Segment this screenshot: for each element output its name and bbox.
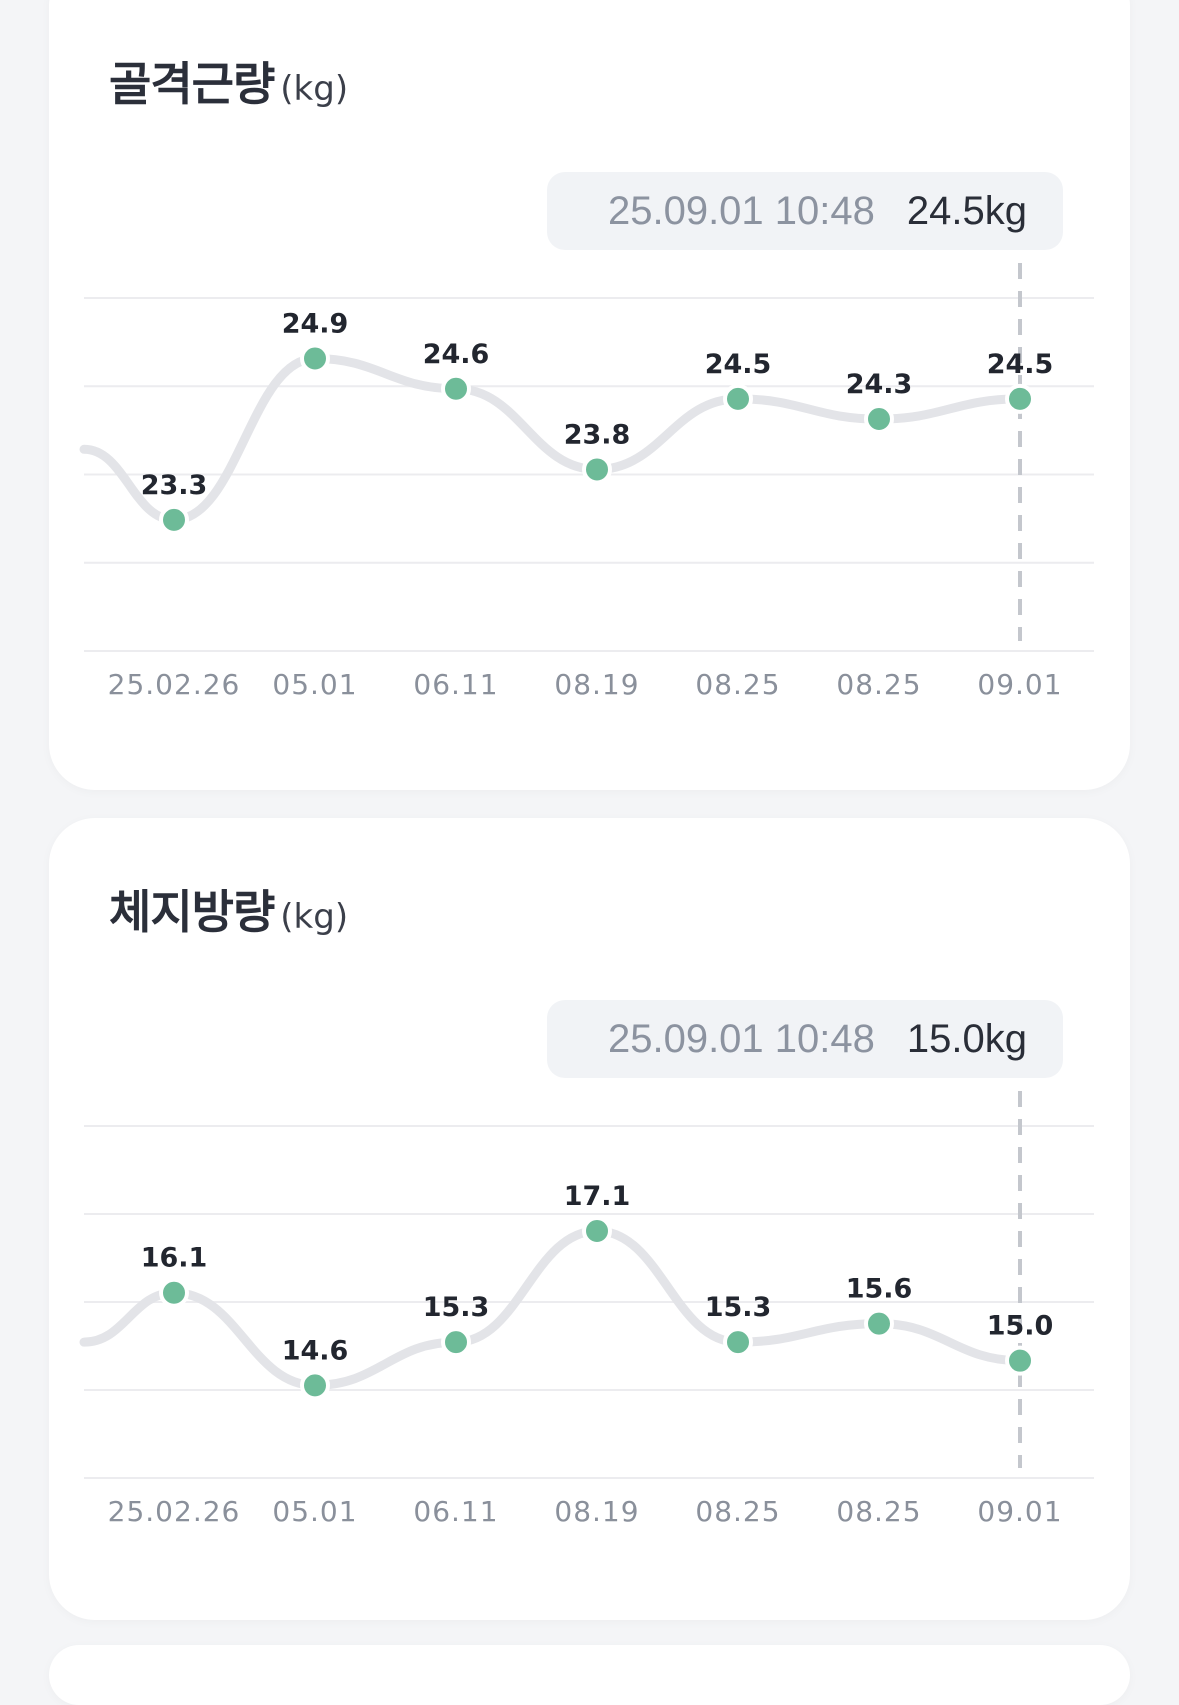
data-label: 14.6: [282, 1335, 349, 1366]
x-tick-label: 25.02.26: [108, 1495, 241, 1528]
data-point: [300, 343, 330, 374]
data-point: [582, 1215, 612, 1246]
x-tick-label: 08.19: [554, 668, 639, 701]
data-label: 24.5: [987, 349, 1054, 380]
selected-point-tooltip: 25.09.01 10:48 24.5kg: [547, 172, 1063, 250]
data-point: [723, 1327, 753, 1358]
x-tick-label: 05.01: [272, 668, 357, 701]
data-point: [864, 1308, 894, 1339]
tooltip-value: 15.0kg: [906, 1016, 1027, 1061]
data-label: 24.9: [282, 309, 349, 340]
x-tick-label: 06.11: [413, 668, 498, 701]
x-tick-label: 08.25: [695, 1495, 780, 1528]
selected-point-tooltip: 25.09.01 10:48 15.0kg: [547, 1000, 1063, 1078]
data-label: 23.8: [564, 419, 631, 450]
x-tick-label: 08.25: [836, 668, 921, 701]
body-fat-line-chart[interactable]: 16.1 25.02.26 14.6 05.01 15.3 06.11 17.1 08.19 1…: [49, 0, 1130, 1620]
data-point: [300, 1370, 330, 1401]
data-label: 15.3: [423, 1292, 490, 1323]
data-point: [159, 504, 189, 535]
chart-title: 체지방량 (kg): [109, 885, 349, 939]
x-tick-label: 09.01: [977, 668, 1062, 701]
tooltip-date: 25.09.01 10:48: [607, 188, 875, 233]
next-card: [49, 1645, 1130, 1705]
body-fat-card: 체지방량 (kg) 25.09.01 10:48 15.0kg 16.1 25.02…: [49, 818, 1130, 1620]
data-point: [1005, 1345, 1035, 1376]
skeletal-muscle-line-chart[interactable]: 23.3 25.02.26 24.9 05.01 24.6 06.11 23.8 08.19 2…: [49, 0, 1130, 760]
data-point: [723, 383, 753, 414]
data-point: [582, 454, 612, 485]
data-label: 15.3: [705, 1292, 772, 1323]
data-label: 24.6: [423, 339, 490, 370]
tooltip-date: 25.09.01 10:48: [607, 1016, 875, 1061]
data-label: 16.1: [141, 1243, 208, 1274]
skeletal-muscle-card: 골격근량 (kg) 25.09.01 10:48 24.5kg 23.3 25.02…: [49, 0, 1130, 790]
data-label: 24.5: [705, 349, 772, 380]
tooltip-value: 24.5kg: [906, 188, 1027, 233]
data-label: 24.3: [846, 369, 913, 400]
x-tick-label: 25.02.26: [108, 668, 241, 701]
data-point: [864, 404, 894, 435]
data-point: [441, 1327, 471, 1358]
x-tick-label: 08.19: [554, 1495, 639, 1528]
data-label: 15.0: [987, 1311, 1054, 1342]
x-tick-label: 08.25: [836, 1495, 921, 1528]
data-point: [1005, 383, 1035, 414]
data-label: 15.6: [846, 1274, 913, 1305]
x-tick-label: 06.11: [413, 1495, 498, 1528]
x-tick-label: 09.01: [977, 1495, 1062, 1528]
x-tick-label: 08.25: [695, 668, 780, 701]
x-tick-label: 05.01: [272, 1495, 357, 1528]
data-point: [159, 1277, 189, 1308]
data-label: 17.1: [564, 1181, 631, 1212]
chart-title: 골격근량 (kg): [109, 57, 349, 111]
series-line: [79, 1226, 1025, 1390]
data-label: 23.3: [141, 470, 208, 501]
series-line: [79, 354, 1025, 525]
data-point: [441, 373, 471, 404]
